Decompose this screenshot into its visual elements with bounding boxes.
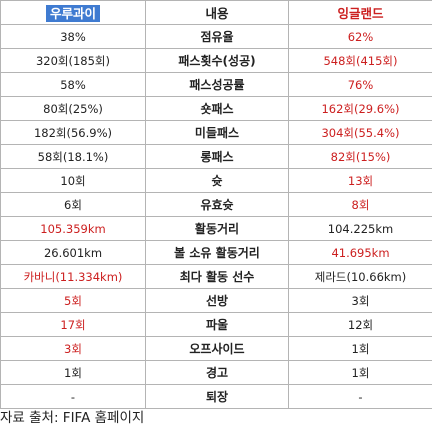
stat-label: 패스성공률 [145,72,289,97]
england-value: 62% [288,24,432,49]
match-stats-table: 우루과이 내용 잉글랜드 38% 점유율 62% 320회(185회) 패스횟수… [0,0,432,409]
stat-label: 활동거리 [145,216,289,241]
table-row: 카바니(11.334km) 최다 활동 선수 제라드(10.66km) [0,264,432,289]
table-row: 105.359km 활동거리 104.225km [0,216,432,241]
england-value: 304회(55.4%) [288,120,432,145]
header-uruguay: 우루과이 [0,0,146,25]
table-row: 3회 오프사이드 1회 [0,336,432,361]
england-value: 12회 [288,312,432,337]
uruguay-value: 5회 [0,288,146,313]
uruguay-value: 6회 [0,192,146,217]
england-value: 1회 [288,360,432,385]
uruguay-value: 카바니(11.334km) [0,264,146,289]
england-value: 82회(15%) [288,144,432,169]
table-row: 320회(185회) 패스횟수(성공) 548회(415회) [0,48,432,73]
england-value: - [288,384,432,409]
england-value: 13회 [288,168,432,193]
stat-label: 오프사이드 [145,336,289,361]
table-header-row: 우루과이 내용 잉글랜드 [0,0,432,25]
stat-label: 슛 [145,168,289,193]
uruguay-value: 80회(25%) [0,96,146,121]
england-value: 8회 [288,192,432,217]
england-value: 162회(29.6%) [288,96,432,121]
table-row: 38% 점유율 62% [0,24,432,49]
stat-label: 볼 소유 활동거리 [145,240,289,265]
england-value: 76% [288,72,432,97]
table-row: - 퇴장 - [0,384,432,409]
stat-label: 유효슛 [145,192,289,217]
table-row: 26.601km 볼 소유 활동거리 41.695km [0,240,432,265]
uruguay-value: 38% [0,24,146,49]
stat-label: 숏패스 [145,96,289,121]
uruguay-value: 26.601km [0,240,146,265]
england-value: 제라드(10.66km) [288,264,432,289]
table-row: 58% 패스성공률 76% [0,72,432,97]
stat-label: 최다 활동 선수 [145,264,289,289]
stat-label: 미들패스 [145,120,289,145]
uruguay-value: 182회(56.9%) [0,120,146,145]
header-england: 잉글랜드 [288,0,432,25]
table-row: 6회 유효슛 8회 [0,192,432,217]
stat-label: 선방 [145,288,289,313]
england-value: 3회 [288,288,432,313]
table-row: 10회 슛 13회 [0,168,432,193]
stat-label: 퇴장 [145,384,289,409]
table-row: 17회 파울 12회 [0,312,432,337]
uruguay-value: 1회 [0,360,146,385]
stat-label: 경고 [145,360,289,385]
uruguay-value: 58회(18.1%) [0,144,146,169]
source-caption: 자료 출처: FIFA 홈페이지 [0,410,145,426]
uruguay-value: 105.359km [0,216,146,241]
uruguay-value: 10회 [0,168,146,193]
england-value: 104.225km [288,216,432,241]
table-row: 1회 경고 1회 [0,360,432,385]
stat-label: 파울 [145,312,289,337]
uruguay-value: 58% [0,72,146,97]
england-value: 41.695km [288,240,432,265]
uruguay-value: 320회(185회) [0,48,146,73]
england-value: 548회(415회) [288,48,432,73]
table-row: 80회(25%) 숏패스 162회(29.6%) [0,96,432,121]
stat-label: 점유율 [145,24,289,49]
stat-label: 롱패스 [145,144,289,169]
table-row: 5회 선방 3회 [0,288,432,313]
table-row: 182회(56.9%) 미들패스 304회(55.4%) [0,120,432,145]
table-row: 58회(18.1%) 롱패스 82회(15%) [0,144,432,169]
uruguay-value: 17회 [0,312,146,337]
england-value: 1회 [288,336,432,361]
uruguay-value: - [0,384,146,409]
uruguay-value: 3회 [0,336,146,361]
stat-label: 패스횟수(성공) [145,48,289,73]
header-category: 내용 [145,0,289,25]
